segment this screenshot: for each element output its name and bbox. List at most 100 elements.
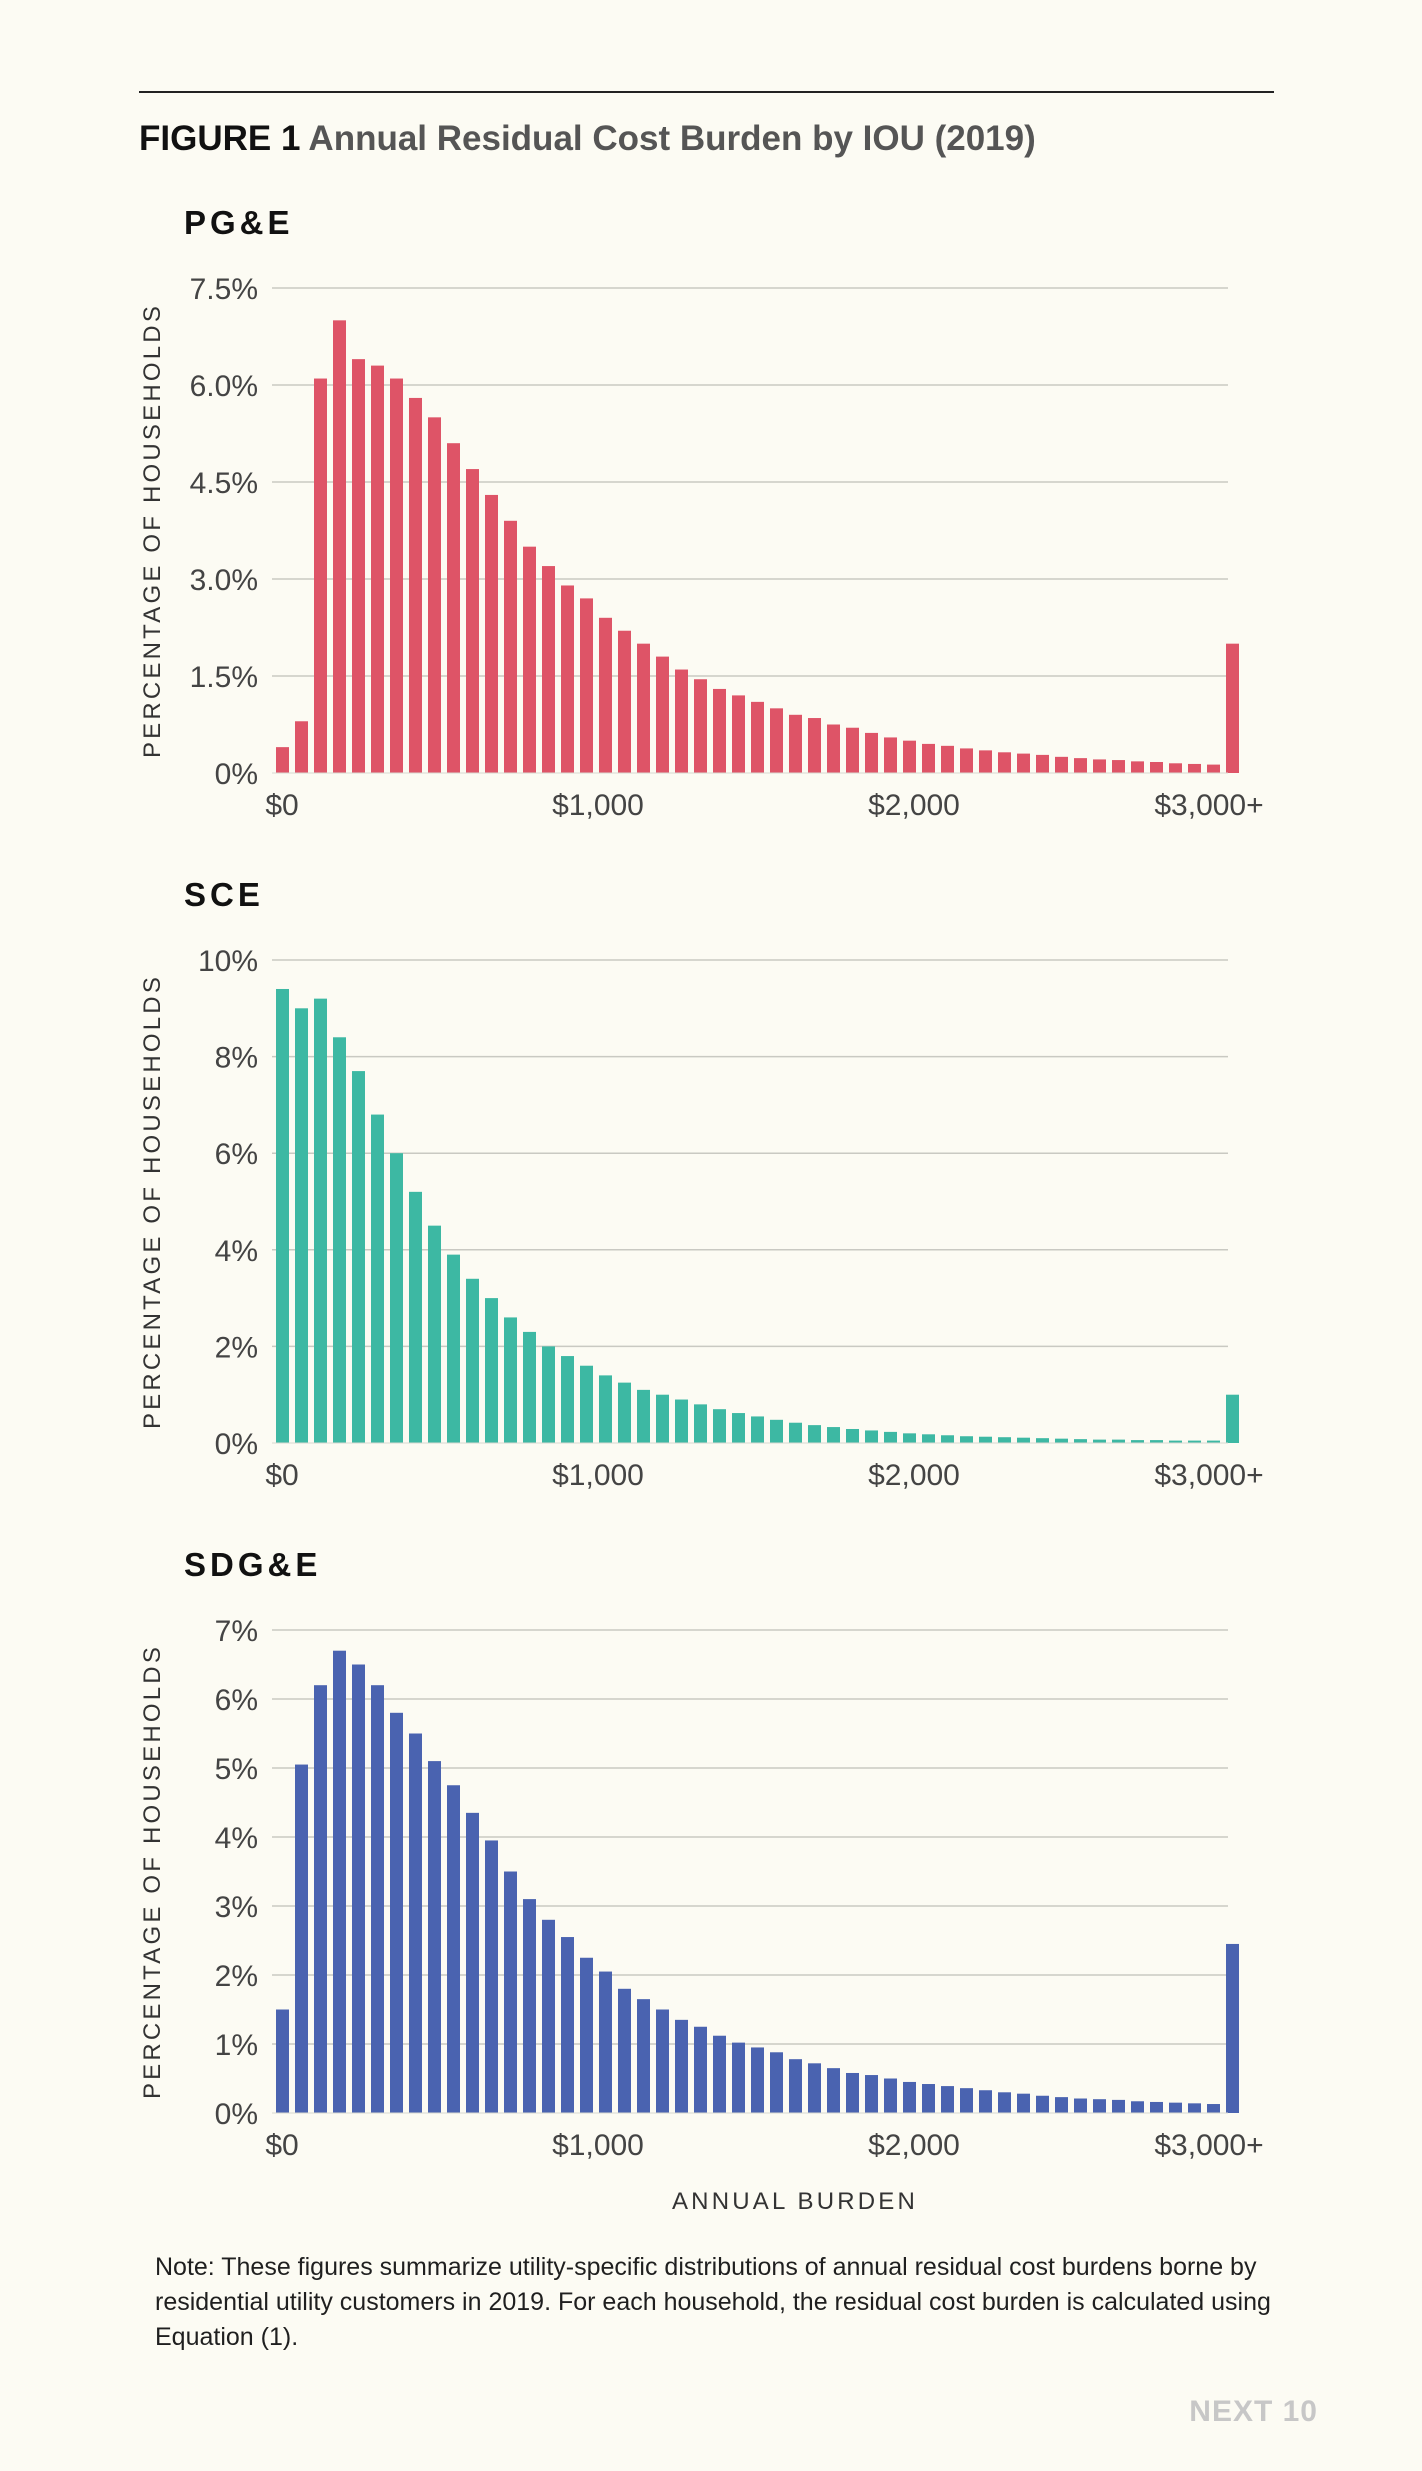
histogram-bar (770, 708, 783, 773)
y-tick-label: 6% (215, 1684, 258, 1717)
histogram-bar (827, 1427, 840, 1443)
histogram-bar (1036, 1438, 1049, 1443)
histogram-bar (865, 1430, 878, 1443)
y-axis-label: PERCENTAGE OF HOUSEHOLDS (139, 303, 166, 758)
histogram-bar (314, 378, 327, 773)
histogram-bar (1017, 2093, 1030, 2113)
histogram-bar (808, 718, 821, 773)
figure-title: FIGURE 1 Annual Residual Cost Burden by I… (139, 117, 1036, 161)
histogram-bar (713, 1409, 726, 1443)
histogram-bar (1226, 1943, 1239, 2113)
histogram-bar (295, 1764, 308, 2113)
histogram-bar (903, 1433, 916, 1443)
y-tick-label: 4% (215, 1822, 258, 1855)
histogram-bar (903, 2081, 916, 2113)
x-tick-label: $0 (265, 2129, 298, 2162)
histogram-bar (713, 688, 726, 773)
histogram-bar (428, 1225, 441, 1443)
histogram-bar (276, 988, 289, 1443)
histogram-bar (1036, 754, 1049, 773)
histogram-bar (1188, 2103, 1201, 2113)
figure-note: Note: These figures summarize utility-sp… (155, 2253, 1271, 2351)
histogram-bar (1150, 762, 1163, 773)
histogram-bar (390, 378, 403, 773)
histogram-bar (694, 1404, 707, 1443)
y-tick-label: 2% (215, 1960, 258, 1993)
histogram-bar (295, 721, 308, 773)
y-tick-label: 0% (215, 1428, 258, 1461)
histogram-bar (542, 566, 555, 773)
brand-logo: NEXT 10 (1189, 2395, 1318, 2428)
histogram-bar (1169, 2102, 1182, 2113)
y-tick-label: 8% (215, 1042, 258, 1075)
histogram-bar (656, 2009, 669, 2113)
histogram-bar (827, 724, 840, 773)
histogram-bar (523, 546, 536, 773)
histogram-bar (485, 1298, 498, 1443)
histogram-bar (618, 1382, 631, 1443)
figure-label: FIGURE 1 (139, 119, 301, 158)
histogram-bar (428, 417, 441, 773)
histogram-bar (352, 1071, 365, 1443)
histogram-bar (960, 748, 973, 773)
top-rule (139, 91, 1274, 93)
histogram-bar (770, 1419, 783, 1443)
histogram-bar (1112, 1439, 1125, 1443)
histogram-bar (922, 2084, 935, 2113)
y-tick-label: 0% (215, 2098, 258, 2131)
histogram-bar (1055, 1438, 1068, 1443)
histogram-bar (979, 1436, 992, 1443)
x-tick-label: $3,000+ (1154, 789, 1263, 822)
panel-title: PG&E (184, 204, 294, 241)
histogram-bar (751, 1416, 764, 1443)
histogram-bar (542, 1346, 555, 1443)
histogram-bar (751, 701, 764, 773)
histogram-bar (1131, 2101, 1144, 2113)
histogram-bar (276, 2009, 289, 2113)
histogram-bar (542, 1919, 555, 2113)
y-tick-label: 6% (215, 1138, 258, 1171)
histogram-bar (808, 2063, 821, 2113)
histogram-bar (523, 1899, 536, 2113)
histogram-bar (865, 732, 878, 773)
histogram-bar (941, 1435, 954, 1443)
y-tick-label: 10% (198, 945, 258, 978)
histogram-bar (1207, 764, 1220, 773)
histogram-bar (808, 1425, 821, 1443)
histogram-bar (561, 585, 574, 773)
histogram-bar (1150, 1440, 1163, 1443)
histogram-bar (390, 1153, 403, 1443)
histogram-bar (865, 2075, 878, 2113)
y-tick-label: 1% (215, 2029, 258, 2062)
histogram-bar (960, 1436, 973, 1443)
y-tick-label: 5% (215, 1753, 258, 1786)
histogram-bar (561, 1356, 574, 1443)
y-axis-label: PERCENTAGE OF HOUSEHOLDS (139, 974, 166, 1429)
histogram-bar (333, 1650, 346, 2113)
x-tick-label: $2,000 (868, 1459, 960, 1492)
histogram-bar (675, 1399, 688, 1443)
y-tick-label: 7% (215, 1615, 258, 1648)
histogram-bar (751, 2047, 764, 2113)
histogram-bar (390, 1712, 403, 2113)
x-tick-label: $1,000 (552, 789, 644, 822)
histogram-bar (941, 745, 954, 773)
histogram-bar (504, 1871, 517, 2113)
histogram-bar (637, 643, 650, 773)
histogram-bar (447, 443, 460, 773)
histogram-bar (428, 1761, 441, 2113)
histogram-bar (922, 743, 935, 773)
histogram-bar (371, 1114, 384, 1443)
histogram-bar (1036, 2095, 1049, 2113)
histogram-bar (352, 359, 365, 773)
histogram-bar (504, 520, 517, 773)
histogram-bar (1169, 1440, 1182, 1443)
histogram-bar (1112, 760, 1125, 773)
y-tick-label: 2% (215, 1331, 258, 1364)
histogram-bar (371, 1685, 384, 2113)
histogram-bar (580, 1957, 593, 2113)
histogram-bar (1188, 763, 1201, 773)
x-tick-label: $3,000+ (1154, 2129, 1263, 2162)
y-tick-label: 7.5% (190, 273, 258, 306)
histogram-bar (1017, 1437, 1030, 1443)
